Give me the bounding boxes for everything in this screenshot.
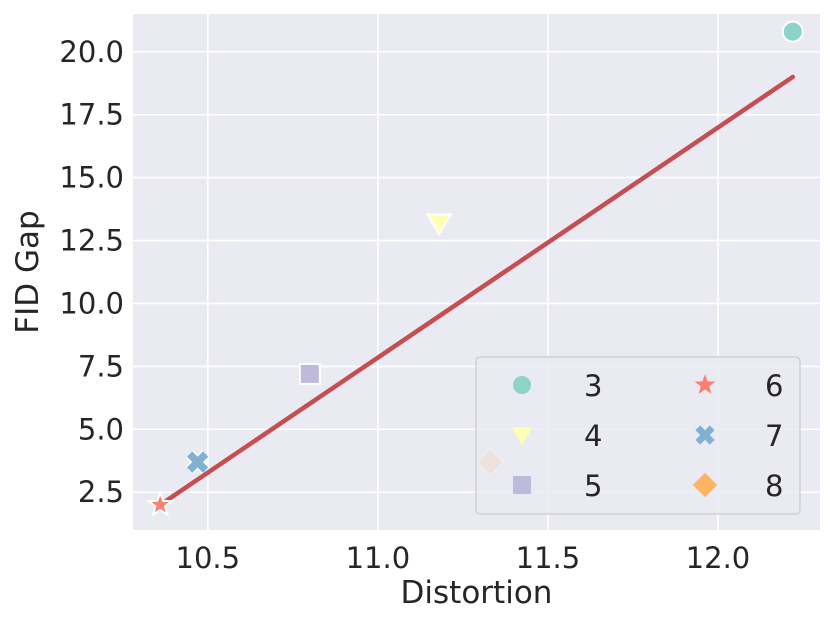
legend-marker-8 (692, 472, 718, 498)
x-tick-label: 12.0 (686, 541, 751, 575)
x-tick-label: 11.5 (516, 541, 581, 575)
legend-label-3: 3 (584, 369, 602, 403)
y-axis-title: FID Gap (10, 210, 46, 333)
legend-label-5: 5 (584, 469, 602, 503)
legend-marker-4 (511, 427, 533, 446)
legend-label-8: 8 (765, 469, 783, 503)
legend-marker-7 (695, 425, 715, 445)
y-tick-label: 15.0 (59, 161, 124, 195)
data-point-series-5 (298, 362, 321, 385)
x-tick-labels: 10.5 11.0 11.5 12.0 (176, 541, 751, 575)
y-tick-label: 12.5 (59, 224, 124, 258)
legend-label-6: 6 (765, 369, 783, 403)
y-tick-label: 7.5 (78, 349, 124, 383)
y-tick-labels: 2.5 5.0 7.5 10.0 12.5 15.0 17.5 20.0 (59, 35, 124, 509)
x-tick-label: 11.0 (346, 541, 411, 575)
y-tick-label: 17.5 (59, 98, 124, 132)
y-tick-label: 5.0 (78, 412, 124, 446)
legend-label-4: 4 (584, 419, 602, 453)
y-tick-label: 20.0 (59, 35, 124, 69)
data-point-series-7 (186, 451, 209, 473)
grid-lines (133, 14, 820, 530)
data-point-series-6 (146, 489, 175, 517)
legend-marker-3 (513, 376, 531, 394)
x-tick-label: 10.5 (176, 541, 241, 575)
legend-box (475, 356, 801, 515)
legend-label-7: 7 (765, 419, 783, 453)
data-point-series-4 (425, 213, 453, 237)
fit-line-group (157, 74, 796, 508)
fit-line (157, 74, 796, 508)
x-axis-title: Distortion (401, 575, 553, 611)
y-tick-label: 2.5 (78, 475, 124, 509)
data-point-series-3 (781, 20, 804, 43)
legend-marker-5 (513, 476, 531, 494)
legend: 3 4 5 6 7 8 (475, 356, 801, 515)
legend-marker-6 (694, 374, 716, 394)
y-tick-label: 10.0 (59, 286, 124, 320)
